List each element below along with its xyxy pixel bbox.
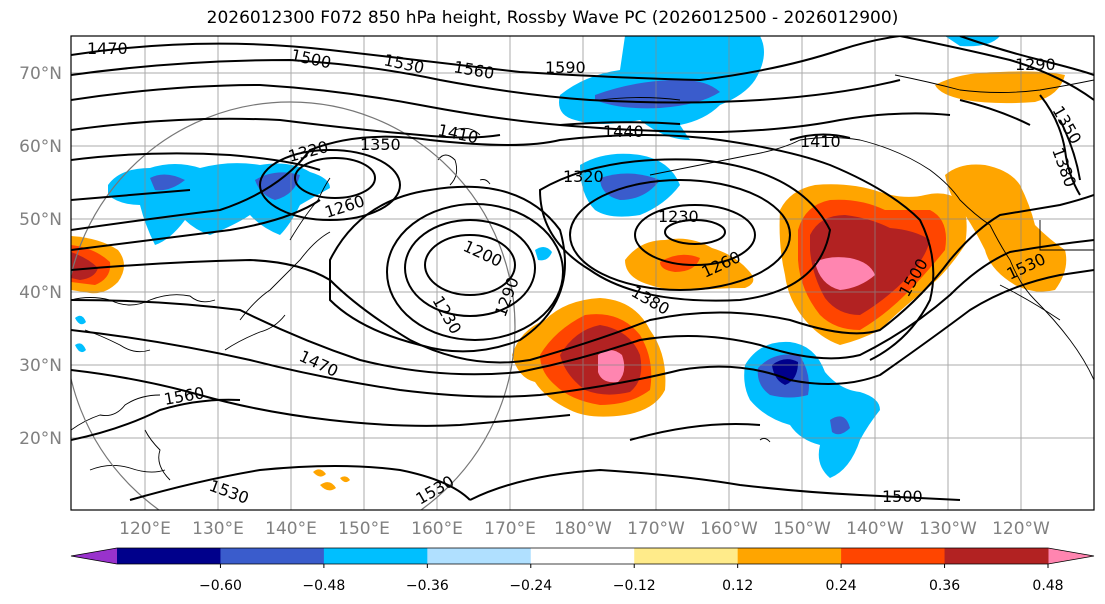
lon-label: 170°E	[484, 519, 536, 539]
lat-label: 60°N	[19, 137, 62, 157]
contour-label: 1320	[563, 167, 604, 186]
contour-label: 1410	[800, 132, 841, 151]
contour-labels: 1470 1500 1530 1560 1590 1440 1410 1350 …	[87, 39, 1085, 508]
latitude-labels: 70°N 60°N 50°N 40°N 30°N 20°N	[19, 64, 62, 449]
colorbar-cell	[841, 548, 946, 564]
lat-label: 50°N	[19, 210, 62, 230]
colorbar-tick-label: −0.12	[613, 578, 656, 594]
coastlines	[71, 74, 1094, 481]
colorbar-extend-high	[1048, 548, 1094, 564]
contour-label: 1350	[360, 135, 401, 154]
colorbar-tick-label: −0.36	[406, 578, 449, 594]
lon-label: 130°W	[919, 519, 977, 539]
lon-label: 150°W	[773, 519, 831, 539]
colorbar-tick-label: 0.12	[722, 578, 753, 594]
colorbar-cell	[323, 548, 428, 564]
lon-label: 160°W	[700, 519, 758, 539]
colorbar-extend-low	[71, 548, 117, 564]
lat-label: 20°N	[19, 429, 62, 449]
lon-label: 160°E	[411, 519, 463, 539]
colorbar-tick-label: 0.36	[929, 578, 960, 594]
colorbar-cell	[530, 548, 635, 564]
lat-label: 40°N	[19, 283, 62, 303]
contour-label: 1470	[87, 39, 128, 58]
contour-label: 1500	[882, 487, 923, 506]
contour-label: 1590	[545, 58, 586, 77]
lon-label: 140°E	[265, 519, 317, 539]
colorbar-cell	[427, 548, 532, 564]
map-content: 1470 1500 1530 1560 1590 1440 1410 1350 …	[71, 36, 1094, 510]
lon-label: 130°E	[192, 519, 244, 539]
colorbar-cell	[220, 548, 325, 564]
colorbar-tick-label: −0.60	[199, 578, 242, 594]
contour-label: 1290	[1015, 55, 1056, 74]
lon-label: 150°E	[338, 519, 390, 539]
colorbar-tick-label: 0.48	[1032, 578, 1063, 594]
colorbar-cell	[944, 548, 1049, 564]
lon-label: 120°W	[992, 519, 1050, 539]
colorbar-cell	[634, 548, 739, 564]
lon-label: 170°W	[627, 519, 685, 539]
map-border	[70, 35, 1095, 511]
positive-anomaly-shading	[71, 71, 1067, 491]
lon-label: 140°W	[846, 519, 904, 539]
height-contours	[71, 36, 1094, 501]
graticule	[71, 36, 1094, 510]
map-title: 2026012300 F072 850 hPa height, Rossby W…	[206, 8, 899, 28]
colorbar: −0.60 −0.48 −0.36 −0.24 −0.12 0.12 0.24 0.36 0.4…	[70, 547, 1095, 594]
lat-label: 30°N	[19, 356, 62, 376]
colorbar-tick-label: −0.24	[509, 578, 552, 594]
longitude-labels: 120°E 130°E 140°E 150°E 160°E 170°E 180°…	[119, 519, 1050, 539]
colorbar-tick-label: −0.48	[302, 578, 345, 594]
contour-label: 1440	[603, 122, 644, 141]
colorbar-tick-label: 0.24	[826, 578, 857, 594]
lat-label: 70°N	[19, 64, 62, 84]
lon-label: 180°W	[554, 519, 612, 539]
lon-label: 120°E	[119, 519, 171, 539]
projection-circle	[71, 101, 516, 510]
colorbar-cell	[737, 548, 842, 564]
contour-label: 1230	[658, 207, 699, 226]
colorbar-cell	[117, 548, 221, 564]
